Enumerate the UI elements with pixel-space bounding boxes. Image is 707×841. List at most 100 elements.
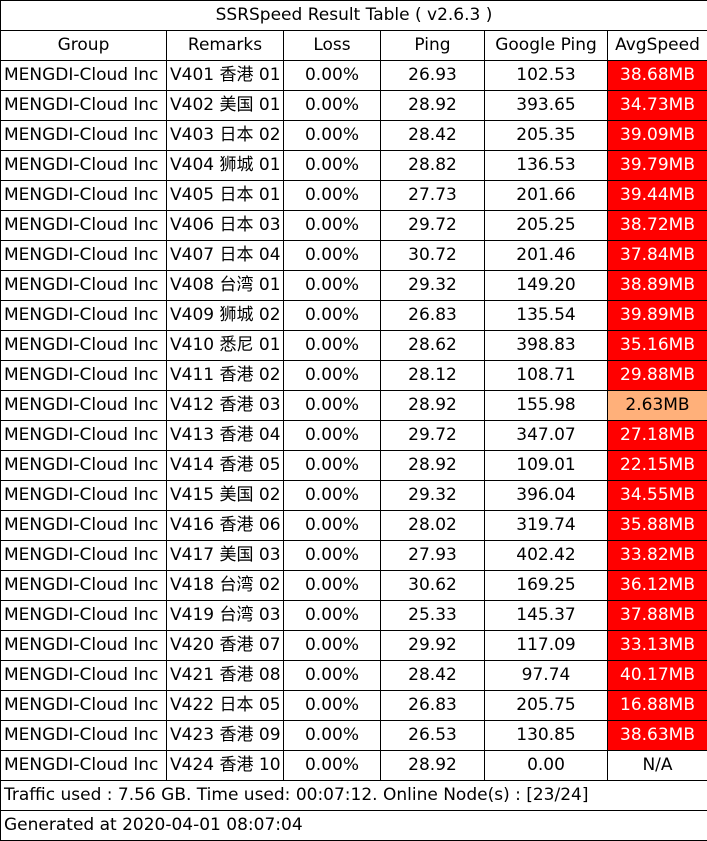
cell-remarks: V423 香港 09 <box>167 721 284 751</box>
cell-remarks: V404 狮城 01 <box>167 151 284 181</box>
cell-google-ping: 205.35 <box>485 121 608 151</box>
cell-ping: 28.92 <box>381 391 485 421</box>
header-google-ping: Google Ping <box>485 31 608 61</box>
cell-avg-speed: 38.68MB <box>608 61 707 91</box>
cell-avg-speed: 39.89MB <box>608 301 707 331</box>
cell-avg-speed: 39.09MB <box>608 121 707 151</box>
cell-group: MENGDI-Cloud lnc <box>1 661 167 691</box>
cell-ping: 27.73 <box>381 181 485 211</box>
cell-group: MENGDI-Cloud lnc <box>1 511 167 541</box>
cell-remarks: V417 美国 03 <box>167 541 284 571</box>
cell-google-ping: 201.46 <box>485 241 608 271</box>
cell-remarks: V422 日本 05 <box>167 691 284 721</box>
cell-loss: 0.00% <box>284 511 381 541</box>
cell-loss: 0.00% <box>284 301 381 331</box>
footer-row-generated: Generated at 2020-04-01 08:07:04 <box>1 811 707 841</box>
header-row: Group Remarks Loss Ping Google Ping AvgS… <box>1 31 707 61</box>
cell-avg-speed: 35.16MB <box>608 331 707 361</box>
cell-google-ping: 169.25 <box>485 571 608 601</box>
cell-remarks: V409 狮城 02 <box>167 301 284 331</box>
cell-google-ping: 205.25 <box>485 211 608 241</box>
cell-loss: 0.00% <box>284 541 381 571</box>
cell-google-ping: 102.53 <box>485 61 608 91</box>
cell-group: MENGDI-Cloud lnc <box>1 601 167 631</box>
cell-loss: 0.00% <box>284 331 381 361</box>
cell-ping: 28.82 <box>381 151 485 181</box>
cell-remarks: V406 日本 03 <box>167 211 284 241</box>
cell-remarks: V414 香港 05 <box>167 451 284 481</box>
cell-ping: 26.93 <box>381 61 485 91</box>
cell-remarks: V421 香港 08 <box>167 661 284 691</box>
cell-avg-speed: 37.88MB <box>608 601 707 631</box>
cell-remarks: V420 香港 07 <box>167 631 284 661</box>
cell-remarks: V411 香港 02 <box>167 361 284 391</box>
cell-google-ping: 130.85 <box>485 721 608 751</box>
header-loss: Loss <box>284 31 381 61</box>
cell-group: MENGDI-Cloud lnc <box>1 331 167 361</box>
cell-loss: 0.00% <box>284 631 381 661</box>
cell-group: MENGDI-Cloud lnc <box>1 421 167 451</box>
cell-remarks: V402 美国 01 <box>167 91 284 121</box>
cell-group: MENGDI-Cloud lnc <box>1 751 167 781</box>
cell-avg-speed: 33.13MB <box>608 631 707 661</box>
cell-loss: 0.00% <box>284 151 381 181</box>
cell-loss: 0.00% <box>284 361 381 391</box>
cell-remarks: V403 日本 02 <box>167 121 284 151</box>
cell-loss: 0.00% <box>284 751 381 781</box>
cell-remarks: V418 台湾 02 <box>167 571 284 601</box>
cell-avg-speed: 27.18MB <box>608 421 707 451</box>
cell-remarks: V416 香港 06 <box>167 511 284 541</box>
cell-group: MENGDI-Cloud lnc <box>1 271 167 301</box>
header-group: Group <box>1 31 167 61</box>
cell-google-ping: 136.53 <box>485 151 608 181</box>
cell-ping: 28.92 <box>381 91 485 121</box>
cell-avg-speed: 16.88MB <box>608 691 707 721</box>
cell-ping: 30.62 <box>381 571 485 601</box>
cell-group: MENGDI-Cloud lnc <box>1 211 167 241</box>
cell-loss: 0.00% <box>284 481 381 511</box>
cell-ping: 28.92 <box>381 751 485 781</box>
cell-ping: 29.72 <box>381 211 485 241</box>
header-remarks: Remarks <box>167 31 284 61</box>
cell-remarks: V419 台湾 03 <box>167 601 284 631</box>
cell-avg-speed: 39.44MB <box>608 181 707 211</box>
cell-google-ping: 109.01 <box>485 451 608 481</box>
traffic-summary: Traffic used : 7.56 GB. Time used: 00:07… <box>1 781 707 811</box>
cell-avg-speed: 22.15MB <box>608 451 707 481</box>
cell-google-ping: 205.75 <box>485 691 608 721</box>
cell-google-ping: 149.20 <box>485 271 608 301</box>
cell-remarks: V412 香港 03 <box>167 391 284 421</box>
cell-google-ping: 319.74 <box>485 511 608 541</box>
cell-group: MENGDI-Cloud lnc <box>1 91 167 121</box>
cell-ping: 27.93 <box>381 541 485 571</box>
cell-google-ping: 0.00 <box>485 751 608 781</box>
cell-group: MENGDI-Cloud lnc <box>1 151 167 181</box>
cell-remarks: V424 香港 10 <box>167 751 284 781</box>
cell-avg-speed: 34.73MB <box>608 91 707 121</box>
cell-remarks: V405 日本 01 <box>167 181 284 211</box>
cell-ping: 29.92 <box>381 631 485 661</box>
cell-ping: 28.02 <box>381 511 485 541</box>
cell-group: MENGDI-Cloud lnc <box>1 691 167 721</box>
cell-remarks: V407 日本 04 <box>167 241 284 271</box>
cell-loss: 0.00% <box>284 571 381 601</box>
cell-ping: 30.72 <box>381 241 485 271</box>
cell-avg-speed: 35.88MB <box>608 511 707 541</box>
header-ping: Ping <box>381 31 485 61</box>
cell-loss: 0.00% <box>284 181 381 211</box>
